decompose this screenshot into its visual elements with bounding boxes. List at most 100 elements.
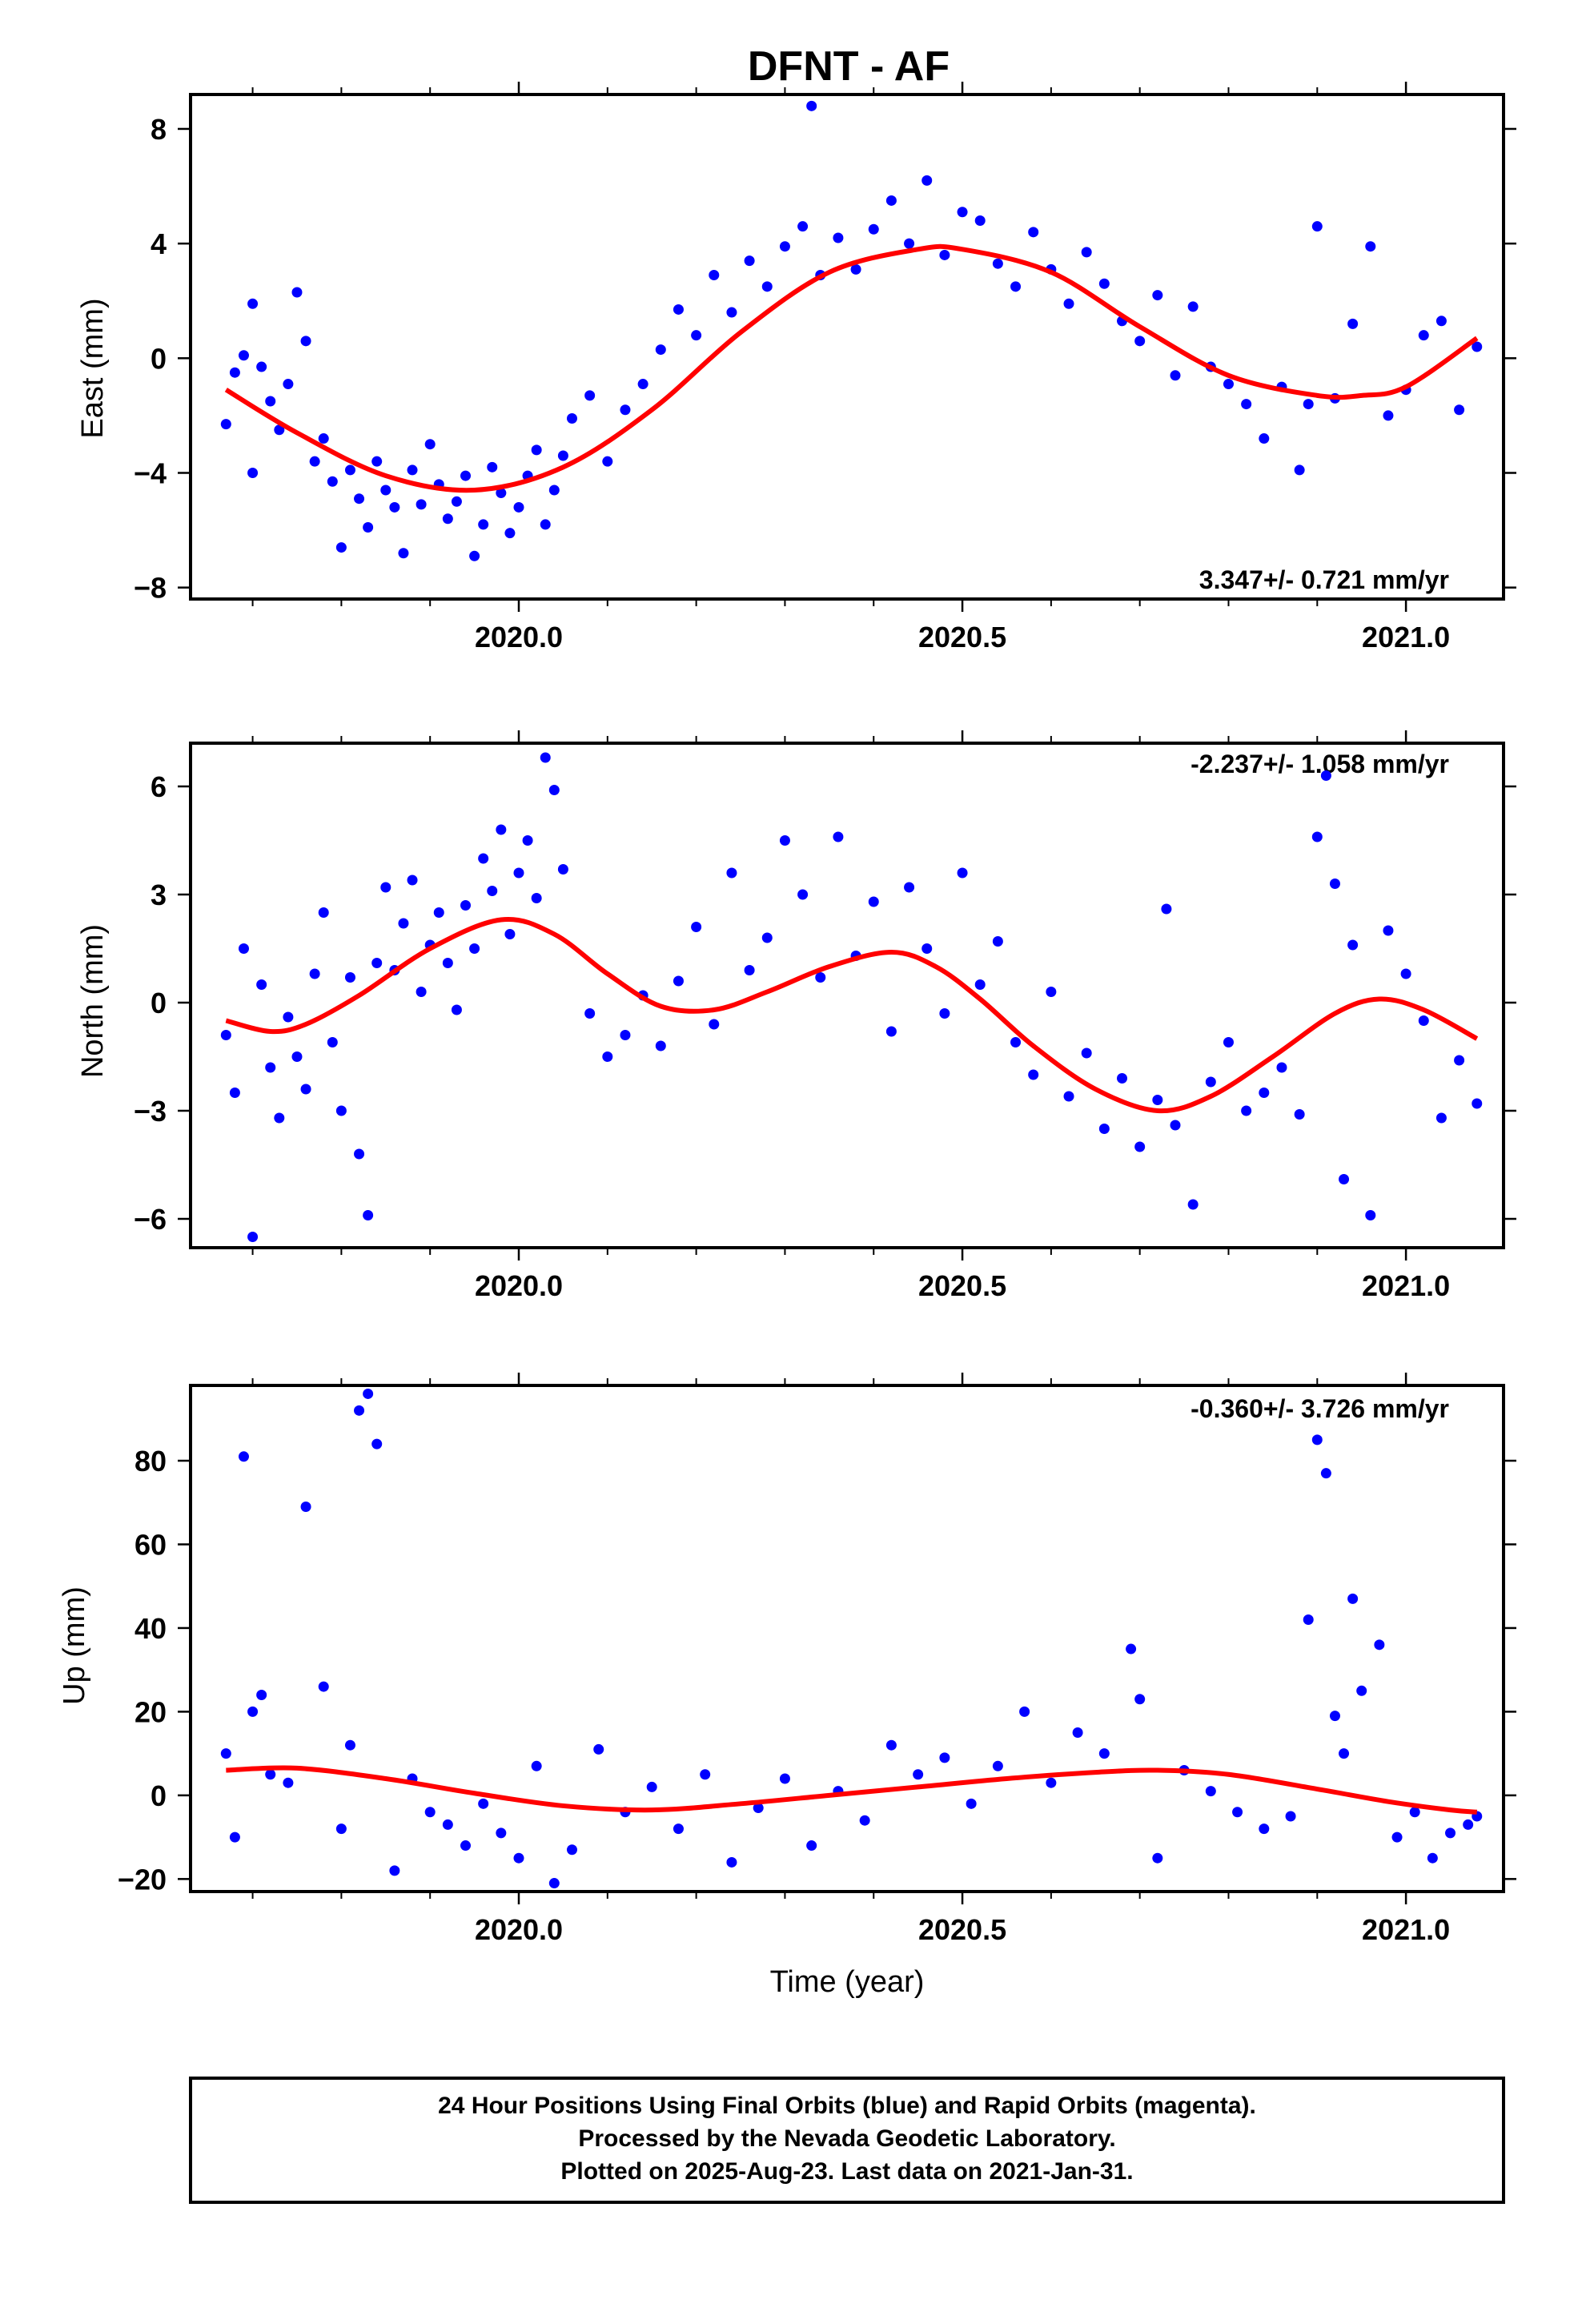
- up-ytick-label: 60: [135, 1528, 167, 1561]
- up-point: [513, 1852, 524, 1864]
- north-point: [992, 936, 1003, 947]
- north-point: [1472, 1098, 1483, 1109]
- east-point: [584, 390, 596, 401]
- east-point: [1098, 278, 1110, 289]
- east-point: [566, 412, 577, 424]
- up-point: [1046, 1777, 1057, 1788]
- footer-frame: [189, 2077, 1505, 2204]
- up-point: [885, 1739, 897, 1751]
- east-point: [1170, 370, 1181, 381]
- north-point: [1339, 1174, 1350, 1184]
- up-point: [966, 1798, 977, 1809]
- up-point: [354, 1405, 365, 1416]
- east-point: [229, 367, 240, 378]
- north-point: [1276, 1062, 1287, 1073]
- east-point: [833, 232, 844, 243]
- east-fit-line: [224, 243, 1479, 493]
- north-point: [620, 1030, 631, 1040]
- north-point: [761, 932, 773, 943]
- north-point: [238, 943, 249, 954]
- east-point: [1454, 404, 1465, 416]
- east-ytick-label: 0: [151, 342, 167, 375]
- east-point: [637, 379, 648, 390]
- east-point: [380, 485, 391, 496]
- north-point: [797, 889, 809, 900]
- up-point: [753, 1803, 764, 1814]
- up-point: [1463, 1819, 1474, 1830]
- east-point: [806, 100, 817, 111]
- up-point: [283, 1777, 294, 1788]
- north-point: [256, 979, 267, 990]
- east-point: [974, 215, 986, 226]
- north-point: [1161, 903, 1172, 915]
- chart-title: DFNT - AF: [748, 43, 950, 90]
- east-xtick-label: 2020.0: [475, 621, 563, 653]
- east-point: [389, 501, 400, 513]
- east-point: [921, 175, 933, 186]
- north-point: [673, 975, 684, 987]
- east-point: [1311, 221, 1323, 232]
- north-point: [1187, 1199, 1199, 1210]
- east-point: [1383, 410, 1394, 421]
- north-point: [398, 918, 409, 929]
- up-point: [646, 1781, 657, 1792]
- up-point: [371, 1438, 383, 1449]
- east-xtick-label: 2020.5: [918, 621, 1006, 653]
- east-ytick-label: 8: [151, 113, 167, 146]
- north-point: [1454, 1055, 1465, 1066]
- north-point: [1081, 1047, 1092, 1059]
- east-point: [868, 223, 879, 235]
- north-point: [504, 929, 516, 939]
- north-point: [815, 972, 826, 983]
- up-point: [1098, 1748, 1110, 1759]
- up-fit-line: [226, 1765, 1477, 1815]
- east-point: [540, 519, 551, 530]
- east-point: [1303, 399, 1314, 410]
- north-point: [957, 867, 968, 879]
- east-point: [673, 304, 684, 315]
- north-point: [407, 875, 418, 886]
- north-point: [433, 907, 444, 918]
- up-point: [344, 1739, 355, 1751]
- up-point: [566, 1844, 577, 1856]
- east-point: [939, 249, 950, 260]
- up-point: [806, 1840, 817, 1852]
- east-point: [1134, 336, 1146, 347]
- east-point: [779, 241, 790, 252]
- east-point: [283, 379, 294, 390]
- east-point: [247, 468, 259, 478]
- north-point: [1170, 1120, 1181, 1131]
- north-point: [283, 1011, 294, 1023]
- north-point: [557, 864, 568, 875]
- east-point: [992, 258, 1003, 269]
- north-point: [1435, 1112, 1447, 1124]
- north-point: [1134, 1141, 1146, 1152]
- north-xtick-label: 2021.0: [1362, 1269, 1450, 1302]
- east-point: [247, 298, 259, 309]
- north-point: [309, 968, 320, 979]
- up-ylabel: Up (mm): [58, 1586, 91, 1705]
- north-xtick-label: 2020.5: [918, 1269, 1006, 1302]
- up-point: [992, 1760, 1003, 1771]
- up-point: [1311, 1434, 1323, 1445]
- up-point: [1347, 1593, 1359, 1604]
- north-point: [371, 958, 383, 968]
- east-point: [460, 470, 472, 481]
- east-point: [469, 550, 480, 561]
- north-xtick-label: 2020.0: [475, 1269, 563, 1302]
- up-point: [548, 1878, 560, 1889]
- up-point: [335, 1823, 347, 1835]
- east-point: [602, 456, 613, 467]
- up-point: [1232, 1807, 1243, 1818]
- north-point: [1117, 1073, 1128, 1084]
- north-point: [974, 979, 986, 990]
- east-point: [335, 542, 347, 553]
- up-point: [939, 1752, 950, 1763]
- up-point: [1320, 1468, 1331, 1479]
- north-point: [655, 1040, 666, 1051]
- east-point: [655, 344, 666, 356]
- east-points: [220, 100, 1483, 561]
- up-point: [1205, 1786, 1216, 1797]
- north-ytick-label: 6: [151, 770, 167, 803]
